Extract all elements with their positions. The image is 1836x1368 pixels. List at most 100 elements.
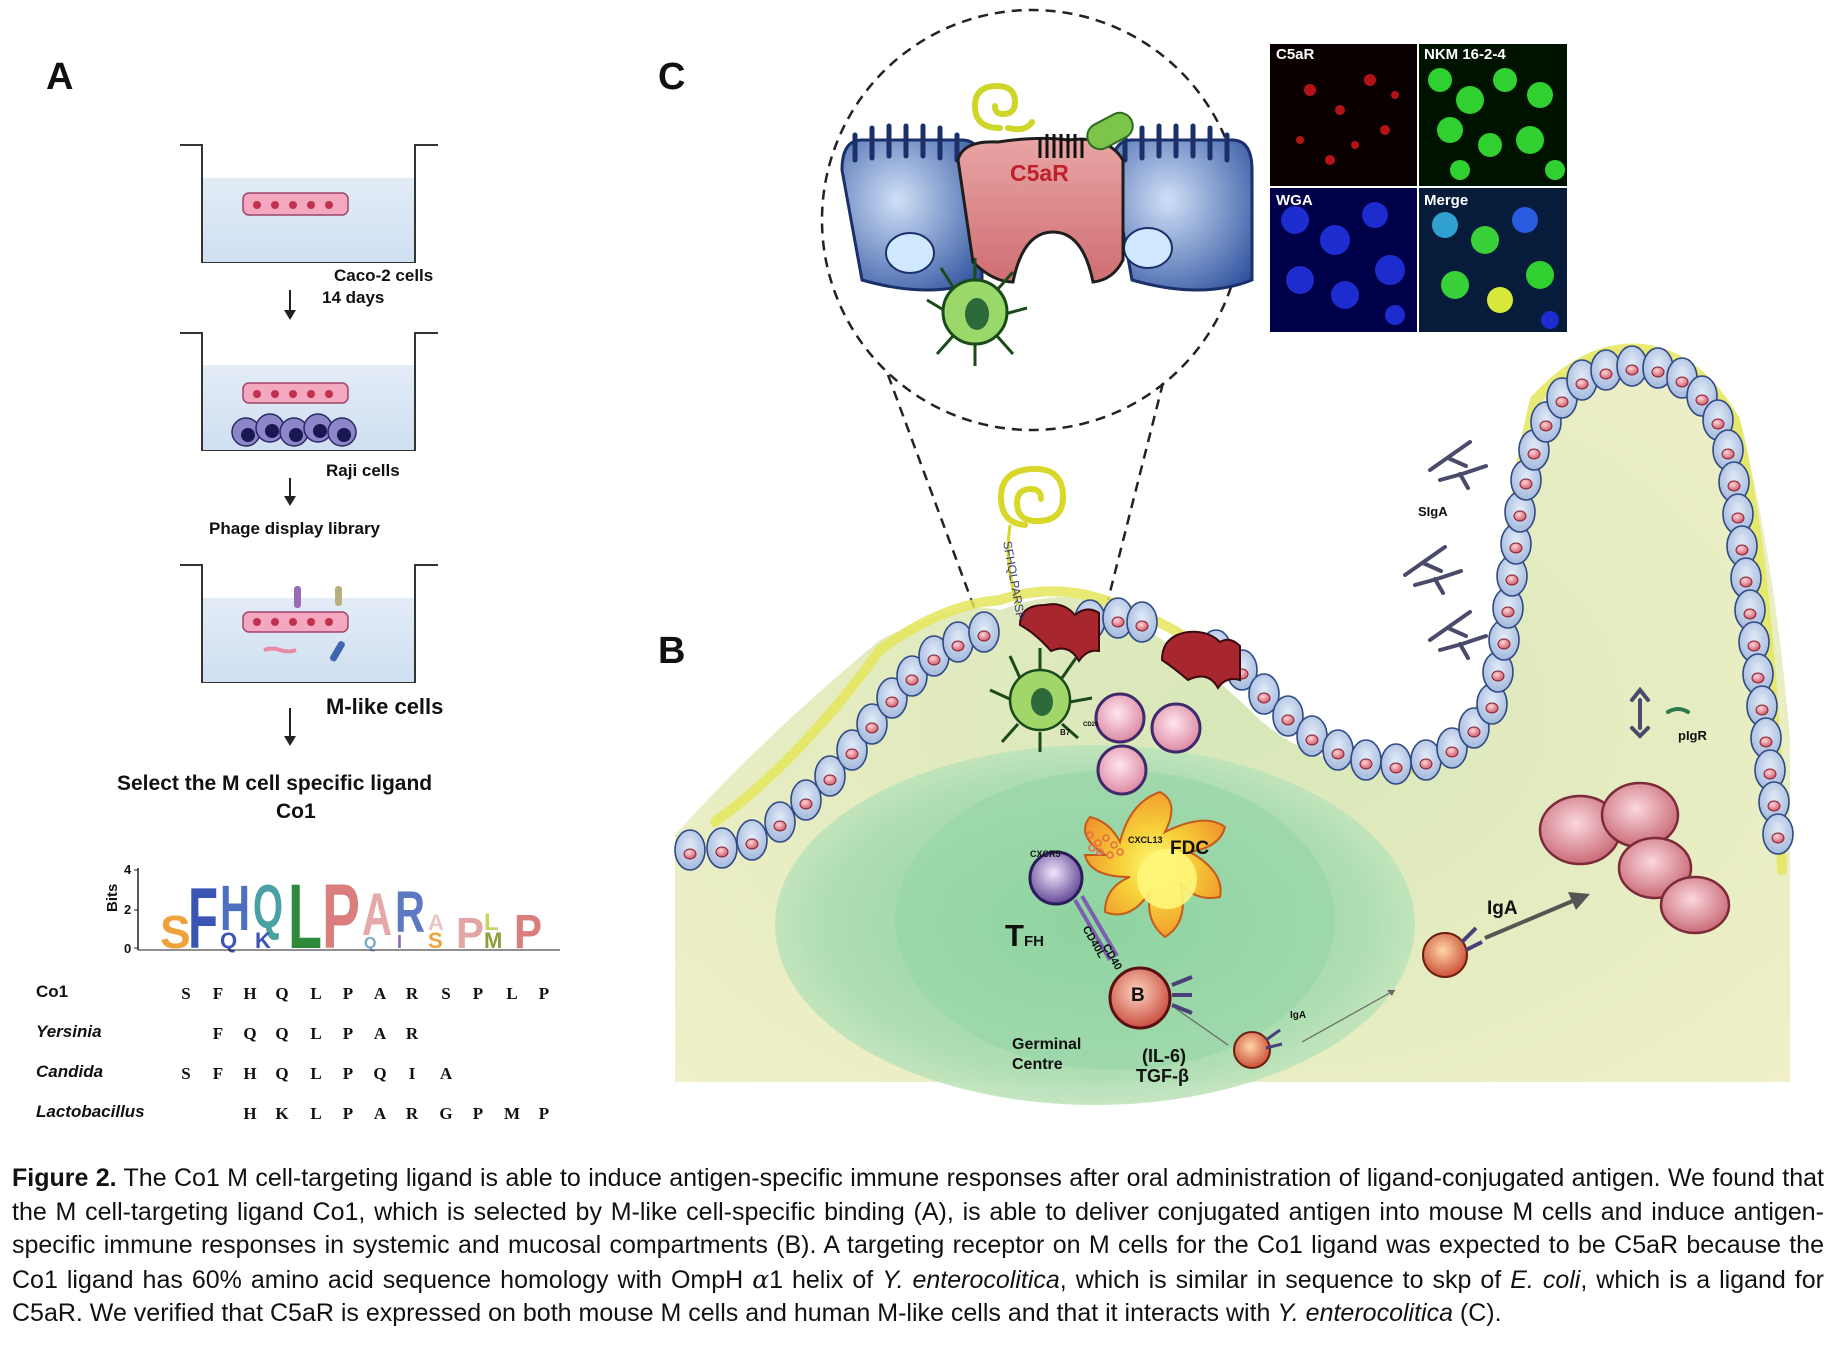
epithelial-cell — [1616, 345, 1648, 387]
sequence-residue: S — [181, 1064, 191, 1083]
logo-axis-label: Bits — [104, 883, 121, 912]
sequence-residue: P — [342, 984, 354, 1003]
sequence-residue: R — [405, 984, 419, 1003]
sequence-residue: Q — [275, 1064, 289, 1083]
epithelial-cell — [1500, 523, 1532, 565]
sequence-residue: P — [342, 1064, 354, 1083]
caption-part-1: The Co1 M cell-targeting ligand is able … — [12, 1164, 1825, 1294]
caption-part-3: , which is similar in sequence to skp of — [1059, 1265, 1511, 1294]
epithelial-cell — [1482, 651, 1514, 693]
caption-part-4: , which is a ligand for C5aR. We verifie… — [12, 1265, 1824, 1328]
svg-text:I: I — [397, 932, 402, 952]
sequence-residue: P — [538, 984, 550, 1003]
epithelial-cell — [1126, 601, 1158, 643]
sequence-residue: L — [310, 1024, 322, 1043]
epithelial-cell — [1272, 695, 1304, 737]
sequence-residue: I — [408, 1064, 416, 1083]
epithelial-cell — [896, 655, 928, 697]
svg-text:Q: Q — [364, 935, 376, 952]
sequence-residue: P — [342, 1024, 354, 1043]
sequence-logo: S F H Q Q K L P A Q R I A S P L M P — [134, 866, 560, 968]
epithelial-cell — [1350, 739, 1382, 781]
micro-wga: WGA — [1276, 192, 1313, 209]
epithelial-cell — [1410, 739, 1442, 781]
micro-merge: Merge — [1424, 192, 1469, 209]
epithelial-cell — [706, 827, 738, 869]
sequence-residue: A — [373, 984, 387, 1003]
caption-yersinia-1: Y. enterocolitica — [882, 1265, 1060, 1294]
svg-text:Q: Q — [253, 873, 283, 942]
sequence-residue: M — [503, 1104, 521, 1123]
epithelial-cell — [1380, 743, 1412, 785]
iga-big-label: IgA — [1487, 898, 1518, 919]
sequence-residue: A — [373, 1024, 387, 1043]
epithelial-cell — [1476, 683, 1508, 725]
tfh-cell — [1028, 850, 1084, 906]
select-label: Select the M cell specific ligand — [117, 772, 433, 795]
sequence-residue: F — [212, 1064, 224, 1083]
sequence-residue: L — [310, 1104, 322, 1123]
epithelial-cell — [790, 779, 822, 821]
logo-tick-0: 0 — [124, 941, 132, 956]
panel-label-c: C — [658, 56, 686, 98]
svg-text:Q: Q — [220, 928, 237, 953]
panel-label-a: A — [46, 56, 74, 98]
phage-label: Phage display library — [209, 519, 381, 538]
svg-text:P: P — [322, 866, 360, 968]
sequence-residue: L — [310, 984, 322, 1003]
sequence-residue: H — [243, 1064, 257, 1083]
sequence-residue: P — [538, 1104, 550, 1123]
sequence-name: Lactobacillus — [36, 1102, 145, 1121]
sequence-residue: Q — [243, 1024, 257, 1043]
sequence-row: Lactobacillus H K L P A R G P M P — [36, 1102, 596, 1142]
epithelial-cell — [836, 729, 868, 771]
svg-text:P: P — [514, 906, 542, 959]
epithelial-cell — [1322, 729, 1354, 771]
sequence-residue: L — [310, 1064, 322, 1083]
epithelial-cell — [674, 829, 706, 871]
sequence-residue: S — [441, 984, 451, 1003]
tfh-main: T — [1005, 918, 1024, 953]
epithelial-cell — [968, 611, 1000, 653]
sequence-residue: R — [405, 1024, 419, 1043]
sequence-residue: P — [472, 984, 484, 1003]
pigr-label: pIgR — [1678, 728, 1707, 743]
sequence-residue: F — [212, 1024, 224, 1043]
logo-tick-4: 4 — [124, 862, 132, 877]
epithelial-cell — [1742, 653, 1774, 695]
epithelial-cell — [1566, 359, 1598, 401]
b-cell-label: B — [1131, 985, 1145, 1006]
fdc-label: FDC — [1170, 838, 1210, 859]
m-cell-2 — [1160, 630, 1241, 690]
raji-label: Raji cells — [326, 461, 400, 480]
sequence-residue: F — [212, 984, 224, 1003]
svg-text:L: L — [288, 866, 322, 968]
svg-text:K: K — [255, 928, 271, 953]
svg-text:F: F — [188, 871, 218, 967]
epithelial-cell — [1754, 749, 1786, 791]
sequence-row: Candida S F H Q L P Q I A — [36, 1062, 596, 1102]
epithelial-cell — [1436, 727, 1468, 769]
svg-text:A: A — [362, 881, 392, 948]
cxcr5-label: CXCR5 — [1030, 849, 1061, 859]
epithelial-cell — [814, 755, 846, 797]
caption-figure-label: Figure 2. — [12, 1164, 117, 1192]
tfh-label: TFH — [1005, 918, 1044, 954]
tfh-sub: FH — [1023, 933, 1044, 950]
sIgA-label: SIgA — [1418, 504, 1448, 519]
sequence-row: Co1 S F H Q L P A R S P L P — [36, 982, 596, 1022]
sequence-name: Yersinia — [36, 1022, 102, 1041]
caption-ecoli: E. coli — [1510, 1265, 1581, 1294]
caco2-label: Caco-2 cells — [334, 266, 434, 285]
micrograph-grid — [1270, 44, 1567, 332]
cxcl13-label: CXCL13 — [1128, 835, 1163, 845]
sequence-residue: A — [439, 1064, 453, 1083]
sequence-residue: K — [275, 1104, 289, 1123]
sequence-residue: P — [472, 1104, 484, 1123]
sequence-residue: P — [342, 1104, 354, 1123]
epithelial-cell — [1758, 781, 1790, 823]
sequence-residue: Q — [373, 1064, 387, 1083]
co1-label: Co1 — [276, 800, 316, 823]
svg-text:H: H — [220, 872, 250, 944]
tgfb-label: TGF-β — [1136, 1066, 1189, 1086]
